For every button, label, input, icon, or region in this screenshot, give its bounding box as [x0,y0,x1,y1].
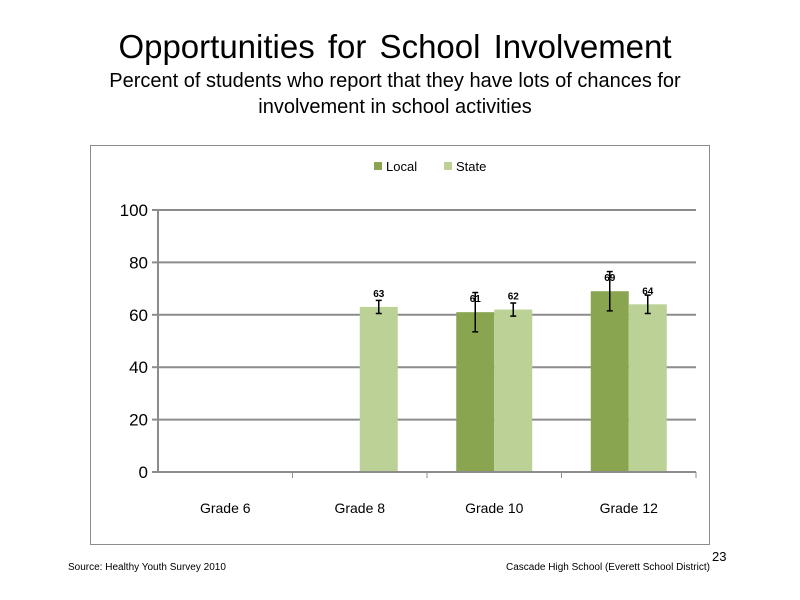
data-label: 61 [470,294,482,305]
bar-local [456,312,495,472]
page-number: 23 [712,549,727,564]
legend-label: Local [386,159,417,174]
y-tick-label: 20 [129,411,148,430]
chart-subtitle: Percent of students who report that they… [109,70,681,118]
y-tick-label: 40 [129,358,148,377]
legend-swatch [444,162,452,170]
page-title: Opportunities for School Involvement [118,28,672,65]
bar-state [628,304,667,472]
y-tick-label: 80 [129,253,148,272]
data-label: 69 [604,273,616,284]
data-label: 64 [642,286,654,297]
y-tick-label: 0 [139,463,148,482]
x-tick-label: Grade 8 [334,500,385,516]
school-name: Cascade High School (Everett School Dist… [506,562,710,573]
x-tick-label: Grade 10 [465,500,524,516]
bar-state [359,306,398,472]
y-tick-label: 100 [120,201,148,220]
source-note: Source: Healthy Youth Survey 2010 [68,562,226,573]
legend-label: State [456,159,486,174]
bar-local [590,291,629,472]
x-tick-label: Grade 12 [600,500,659,516]
data-label: 63 [373,289,385,300]
legend-swatch [374,162,382,170]
bar-state [494,309,533,472]
y-tick-label: 60 [129,306,148,325]
data-label: 62 [508,292,520,303]
x-tick-label: Grade 6 [200,500,251,516]
